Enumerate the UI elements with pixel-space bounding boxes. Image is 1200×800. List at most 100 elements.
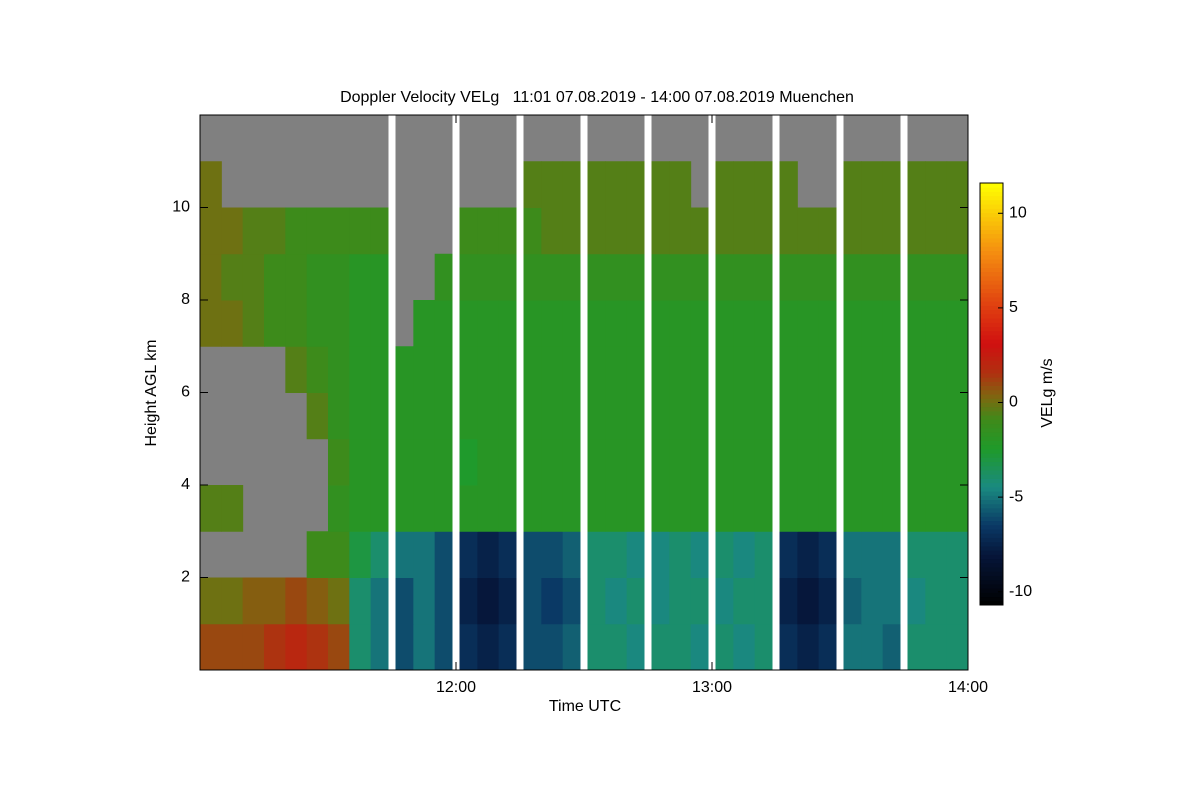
heatmap-cell bbox=[562, 346, 585, 393]
colorbar-segment bbox=[980, 419, 1003, 425]
heatmap-cell bbox=[349, 485, 372, 532]
heatmap-cell bbox=[925, 300, 948, 347]
heatmap-cell bbox=[456, 438, 478, 486]
colorbar-segment bbox=[980, 225, 1003, 230]
heatmap-cell bbox=[434, 392, 457, 440]
heatmap-cell bbox=[733, 485, 756, 532]
heatmap-cell bbox=[584, 392, 606, 440]
heatmap-cell bbox=[562, 392, 585, 440]
colorbar-segment bbox=[980, 440, 1003, 446]
heatmap-cell bbox=[818, 207, 841, 255]
heatmap-cell bbox=[776, 207, 798, 255]
heatmap-cell bbox=[946, 531, 969, 578]
heatmap-cell bbox=[541, 623, 564, 671]
colorbar-segment bbox=[980, 465, 1003, 471]
heatmap-cell bbox=[626, 207, 649, 255]
colorbar-segment bbox=[980, 545, 1003, 551]
data-gap bbox=[388, 115, 396, 670]
heatmap-cell bbox=[840, 438, 862, 486]
heatmap-cell bbox=[648, 623, 670, 671]
heatmap-cell bbox=[712, 577, 734, 625]
heatmap-cell bbox=[328, 438, 350, 486]
heatmap-cell bbox=[882, 392, 905, 440]
heatmap-cell bbox=[413, 485, 436, 532]
heatmap-cell bbox=[541, 253, 564, 301]
colorbar-segment bbox=[980, 537, 1003, 543]
heatmap-cell bbox=[946, 438, 969, 486]
heatmap-cell bbox=[221, 485, 244, 532]
colorbar-segment bbox=[980, 588, 1003, 593]
heatmap-cell bbox=[370, 623, 393, 671]
heatmap-cell bbox=[413, 346, 436, 393]
heatmap-cell bbox=[200, 485, 222, 532]
colorbar-segment bbox=[980, 305, 1003, 311]
colorbar-segment bbox=[980, 385, 1003, 391]
heatmap-cell bbox=[648, 300, 670, 347]
heatmap-cell bbox=[904, 300, 926, 347]
colorbar-segment bbox=[980, 596, 1003, 602]
heatmap-cell bbox=[434, 346, 457, 393]
heatmap-cell bbox=[605, 623, 628, 671]
heatmap-cell bbox=[882, 531, 905, 578]
heatmap-cell bbox=[861, 623, 884, 671]
heatmap-cell bbox=[754, 161, 777, 208]
heatmap-cell bbox=[818, 485, 841, 532]
colorbar-segment bbox=[980, 284, 1003, 289]
colorbar-segment bbox=[980, 309, 1003, 315]
heatmap-cell bbox=[456, 531, 478, 578]
heatmap-cell bbox=[733, 623, 756, 671]
heatmap-cell bbox=[669, 485, 692, 532]
heatmap-cell bbox=[328, 531, 350, 578]
heatmap-cell bbox=[712, 623, 734, 671]
heatmap-cell bbox=[882, 438, 905, 486]
colorbar-tick-label: 10 bbox=[1009, 204, 1027, 221]
heatmap-cell bbox=[818, 577, 841, 625]
heatmap-cell bbox=[669, 392, 692, 440]
heatmap-cell bbox=[797, 392, 820, 440]
heatmap-cell bbox=[520, 531, 542, 578]
data-gap bbox=[772, 115, 780, 670]
heatmap-cell bbox=[733, 300, 756, 347]
heatmap-cell bbox=[690, 623, 713, 671]
colorbar-segment bbox=[980, 356, 1003, 361]
heatmap-cell bbox=[946, 577, 969, 625]
colorbar-segment bbox=[980, 499, 1003, 505]
colorbar-segment bbox=[980, 313, 1003, 319]
heatmap-cell bbox=[605, 485, 628, 532]
heatmap-cell bbox=[882, 346, 905, 393]
colorbar-segment bbox=[980, 242, 1003, 247]
colorbar-tick-label: -10 bbox=[1009, 583, 1032, 600]
x-tick-label: 12:00 bbox=[436, 679, 476, 696]
heatmap-cell bbox=[797, 485, 820, 532]
heatmap-cell bbox=[797, 300, 820, 347]
heatmap-cell bbox=[264, 207, 286, 255]
colorbar-segment bbox=[980, 461, 1003, 467]
heatmap-cell bbox=[733, 207, 756, 255]
x-tick-label: 13:00 bbox=[692, 679, 732, 696]
heatmap-cell bbox=[541, 207, 564, 255]
colorbar-segment bbox=[980, 575, 1003, 581]
heatmap-cell bbox=[690, 577, 713, 625]
y-tick-label: 4 bbox=[181, 476, 190, 493]
heatmap-cell bbox=[413, 577, 436, 625]
heatmap-cell bbox=[626, 623, 649, 671]
heatmap-cell bbox=[498, 623, 521, 671]
heatmap-cell bbox=[626, 253, 649, 301]
heatmap-cell bbox=[541, 161, 564, 208]
heatmap-cell bbox=[562, 531, 585, 578]
heatmap-cell bbox=[626, 485, 649, 532]
heatmap-cell bbox=[605, 438, 628, 486]
heatmap-cell bbox=[520, 438, 542, 486]
heatmap-cell bbox=[200, 253, 222, 301]
heatmap-cell bbox=[754, 577, 777, 625]
heatmap-cell bbox=[904, 207, 926, 255]
colorbar-segment bbox=[980, 453, 1003, 458]
heatmap-cell bbox=[562, 623, 585, 671]
heatmap-cell bbox=[498, 577, 521, 625]
colorbar-segment bbox=[980, 368, 1003, 374]
heatmap-cell bbox=[477, 623, 500, 671]
heatmap-cell bbox=[328, 207, 350, 255]
colorbar-segment bbox=[980, 322, 1003, 327]
heatmap-cell bbox=[797, 207, 820, 255]
heatmap-cell bbox=[456, 253, 478, 301]
